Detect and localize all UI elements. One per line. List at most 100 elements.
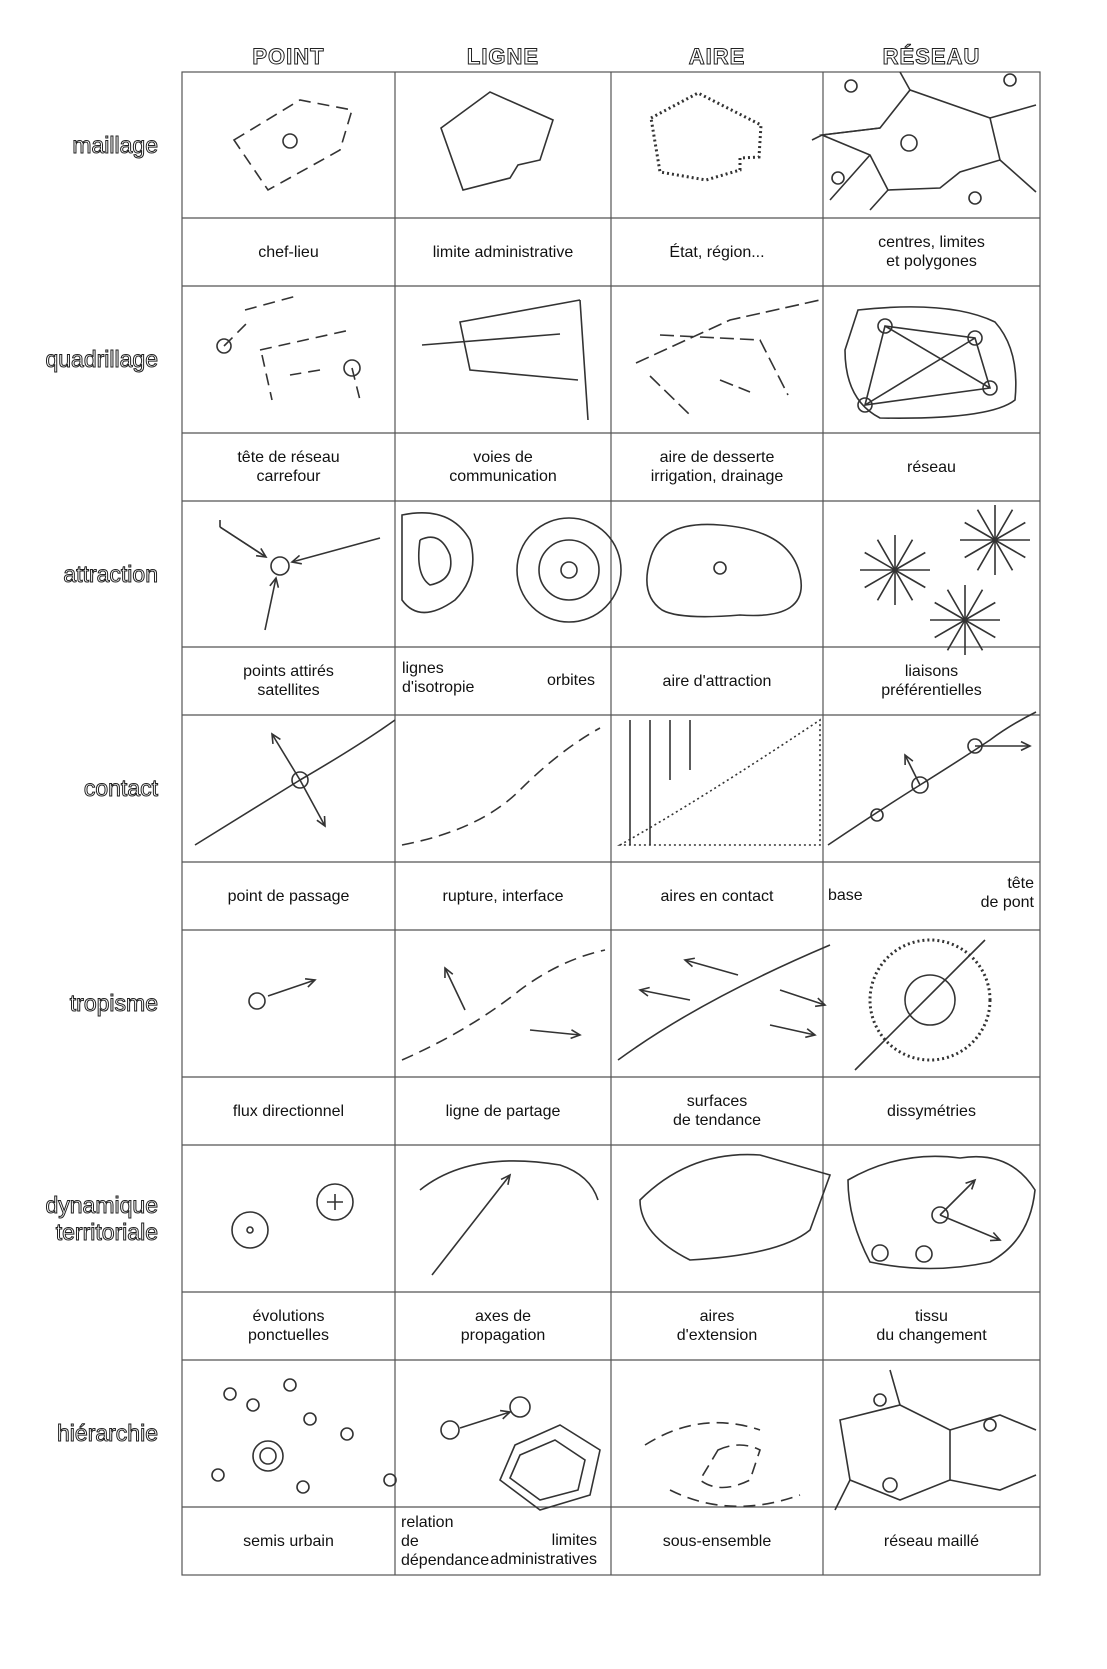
liaison-ray-1 — [994, 521, 1026, 541]
tendency-line — [617, 944, 831, 1061]
contact-network — [827, 711, 1037, 846]
liaison-ray-2 — [934, 619, 966, 639]
polygon-dashed — [232, 99, 354, 192]
extension-area — [639, 1153, 832, 1261]
network-envelope — [844, 306, 1017, 419]
arrow-out — [271, 733, 301, 781]
city-outer — [252, 1440, 284, 1472]
propagation-axis — [419, 1160, 599, 1201]
arrow-in-head — [290, 554, 302, 565]
arrow-out-head — [1020, 740, 1032, 752]
orbit-outer — [516, 517, 622, 623]
town — [340, 1427, 354, 1441]
row-label-3: contact — [83, 775, 158, 802]
network-node — [844, 79, 858, 93]
interface-line — [401, 727, 601, 846]
tendency-arrow — [684, 959, 739, 976]
network-links — [811, 71, 1037, 211]
attraction-centre — [713, 561, 727, 575]
caption-r0-c1: limite administrative — [432, 243, 574, 261]
caption-orbites: orbites — [546, 672, 595, 689]
caption-r3-c2: aires en contact — [660, 887, 774, 905]
arrow-in-head — [269, 576, 280, 588]
flow-arrow — [267, 979, 316, 997]
liaison-ray-2 — [946, 619, 966, 651]
node-base — [870, 808, 884, 822]
dependent-town — [440, 1420, 460, 1440]
centre-point — [282, 133, 298, 149]
arrow-in-head — [255, 548, 268, 559]
arrow-in — [291, 537, 381, 563]
polygon-outline — [440, 91, 554, 191]
city-inner — [259, 1447, 277, 1465]
caption-r5-c0: évolutions ponctuelles — [248, 1308, 329, 1344]
arrow-out — [299, 779, 326, 827]
liaison-ray-1 — [994, 539, 1014, 571]
town — [246, 1398, 260, 1412]
partition-arrow-head — [444, 966, 454, 979]
meshed-links — [834, 1369, 1037, 1511]
evolution-circle-plus — [316, 1183, 354, 1221]
row-label-6: hiérarchie — [57, 1420, 159, 1447]
caption-r5-c1: axes de propagation — [460, 1308, 546, 1344]
propagation-arrow-head — [500, 1173, 512, 1185]
main-town — [509, 1396, 531, 1418]
dissymmetry-core — [904, 974, 956, 1026]
caption-relation: relation de dépendance — [401, 1514, 490, 1569]
attraction-node — [270, 556, 290, 576]
partition-arrow — [529, 1029, 581, 1036]
isotropy-outer — [401, 512, 474, 614]
liaison-ray-0 — [864, 569, 896, 589]
caption-r3-c1: rupture, interface — [442, 887, 564, 905]
column-header-point: POINT — [252, 44, 325, 70]
network-node — [900, 134, 918, 152]
admin-limits-inner — [509, 1439, 586, 1501]
caption-isotropie: lignes d'isotropie — [402, 660, 475, 696]
network-node — [1003, 73, 1017, 87]
liaison-ray-2 — [964, 589, 984, 621]
caption-r1-c3: réseau — [907, 458, 956, 476]
caption-r6-c0: semis urbain — [243, 1532, 334, 1550]
flow-point — [248, 992, 266, 1010]
tendency-arrow — [779, 989, 826, 1006]
drainage — [635, 299, 821, 416]
row-label-0: maillage — [72, 131, 159, 158]
node-bridge — [911, 776, 929, 794]
caption-r4-c1: ligne de partage — [445, 1102, 561, 1120]
town — [283, 1378, 297, 1392]
network-node — [857, 397, 873, 413]
caption-r2-c2: aire d'attraction — [662, 672, 772, 690]
tendency-arrow — [639, 989, 691, 1001]
orbit-centre — [560, 561, 578, 579]
plus-icon — [327, 1194, 343, 1210]
caption-r6-c3: réseau maillé — [883, 1532, 980, 1550]
liaison-ray-0 — [894, 569, 926, 589]
caption-r3-c0: point de passage — [227, 887, 350, 905]
column-header-ligne: LIGNE — [466, 44, 540, 70]
dissymmetry-axis — [854, 939, 986, 1071]
dependency-arrow — [459, 1411, 511, 1429]
network-mesh — [863, 325, 992, 406]
passage-line — [194, 719, 396, 846]
liaison-ray-1 — [994, 539, 1026, 559]
tendency-arrow-head — [638, 986, 650, 997]
caption-r0-c0: chef-lieu — [258, 243, 319, 261]
arrow-out — [904, 754, 921, 786]
arrow-out-head — [271, 732, 281, 745]
caption-r0-c3: centres, limites et polygones — [878, 234, 985, 270]
liaison-ray-1 — [976, 539, 996, 571]
liaison-ray-1 — [976, 509, 996, 541]
liaison-ray-1 — [964, 539, 996, 559]
evolution-centre — [246, 1226, 254, 1234]
partition-line — [401, 949, 606, 1061]
dependency-arrow-head — [499, 1409, 512, 1420]
caption-r1-c0: tête de réseau carrefour — [237, 449, 340, 485]
network-node — [968, 191, 982, 205]
change-arrow-head — [989, 1231, 1002, 1242]
network-node — [967, 330, 983, 346]
caption-r6-c2: sous-ensemble — [662, 1532, 772, 1550]
change-node — [915, 1245, 933, 1263]
row-label-2: attraction — [63, 560, 159, 587]
arrow-in — [264, 577, 277, 631]
row-label-1: quadrillage — [45, 346, 159, 373]
